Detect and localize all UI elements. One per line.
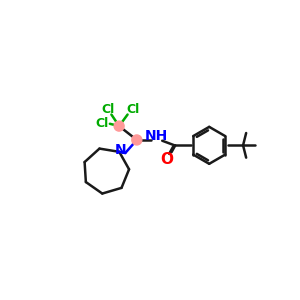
Text: NH: NH [144, 129, 168, 143]
Circle shape [132, 135, 142, 145]
Text: Cl: Cl [101, 103, 114, 116]
Circle shape [114, 121, 124, 131]
Text: N: N [115, 142, 127, 157]
Text: Cl: Cl [126, 103, 140, 116]
Text: O: O [160, 152, 173, 167]
Text: Cl: Cl [95, 117, 109, 130]
